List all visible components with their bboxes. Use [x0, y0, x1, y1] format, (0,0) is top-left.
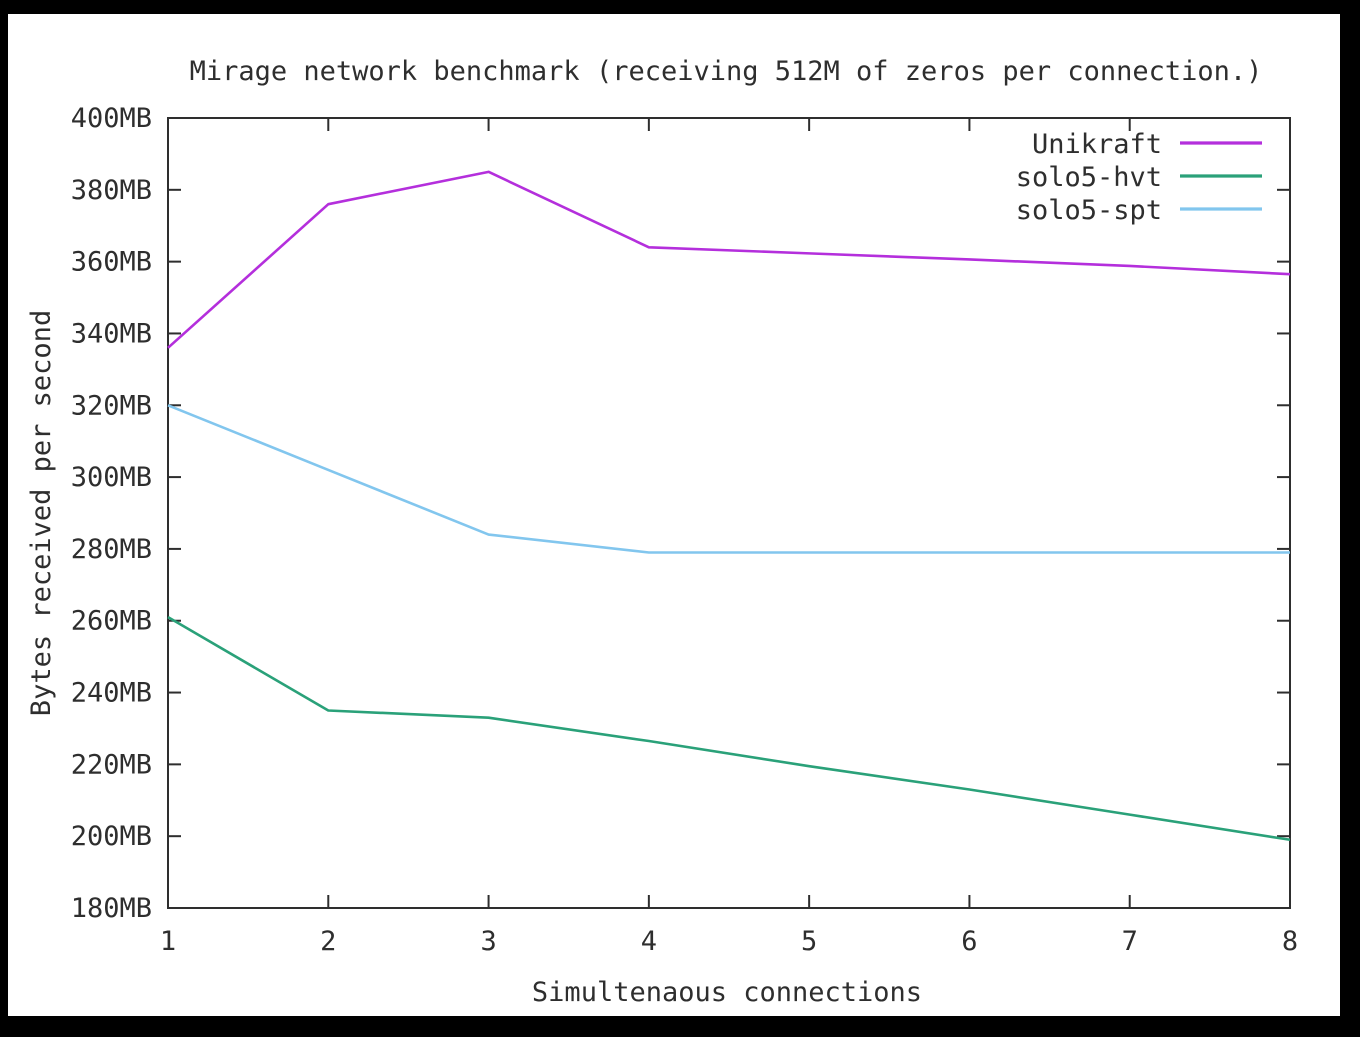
- x-tick-label: 1: [160, 926, 176, 957]
- series-lines: [167, 170, 1291, 842]
- x-tick-label: 6: [961, 926, 977, 957]
- legend-label-solo5-spt: solo5-spt: [1016, 195, 1162, 226]
- series-line-unikraft: [167, 170, 1291, 349]
- series-line-solo5-hvt: [167, 616, 1291, 842]
- x-axis-label: Simultenaous connections: [532, 977, 922, 1008]
- plot-border: [167, 117, 1291, 909]
- y-tick-label: 220MB: [71, 749, 152, 780]
- plot-border-rect: [167, 117, 1291, 909]
- x-axis-ticks: 1 2 3 4 5 6 7 8: [160, 118, 1298, 957]
- x-tick-label: 3: [480, 926, 496, 957]
- x-tick-label: 7: [1122, 926, 1138, 957]
- y-tick-label: 400MB: [71, 103, 152, 134]
- y-tick-label: 380MB: [71, 175, 152, 206]
- y-tick-label: 300MB: [71, 462, 152, 493]
- legend-label-solo5-hvt: solo5-hvt: [1016, 162, 1162, 193]
- y-tick-label: 320MB: [71, 390, 152, 421]
- x-tick-label: 8: [1282, 926, 1298, 957]
- y-tick-label: 360MB: [71, 247, 152, 278]
- y-tick-label: 340MB: [71, 318, 152, 349]
- chart-panel-background: [8, 14, 1340, 1016]
- y-tick-label: 200MB: [71, 821, 152, 852]
- x-tick-label: 2: [320, 926, 336, 957]
- y-axis-label: Bytes received per second: [26, 310, 57, 716]
- y-tick-label: 260MB: [71, 606, 152, 637]
- x-tick-label: 4: [641, 926, 657, 957]
- y-tick-label: 180MB: [71, 893, 152, 924]
- y-tick-label: 240MB: [71, 678, 152, 709]
- y-tick-label: 280MB: [71, 534, 152, 565]
- legend-label-unikraft: Unikraft: [1032, 129, 1162, 160]
- chart-title: Mirage network benchmark (receiving 512M…: [190, 56, 1263, 87]
- x-tick-label: 5: [801, 926, 817, 957]
- series-line-solo5-spt: [167, 404, 1290, 554]
- y-axis-ticks: 180MB 200MB 220MB 240MB 260MB 280MB 300MB 320MB…: [71, 103, 1290, 924]
